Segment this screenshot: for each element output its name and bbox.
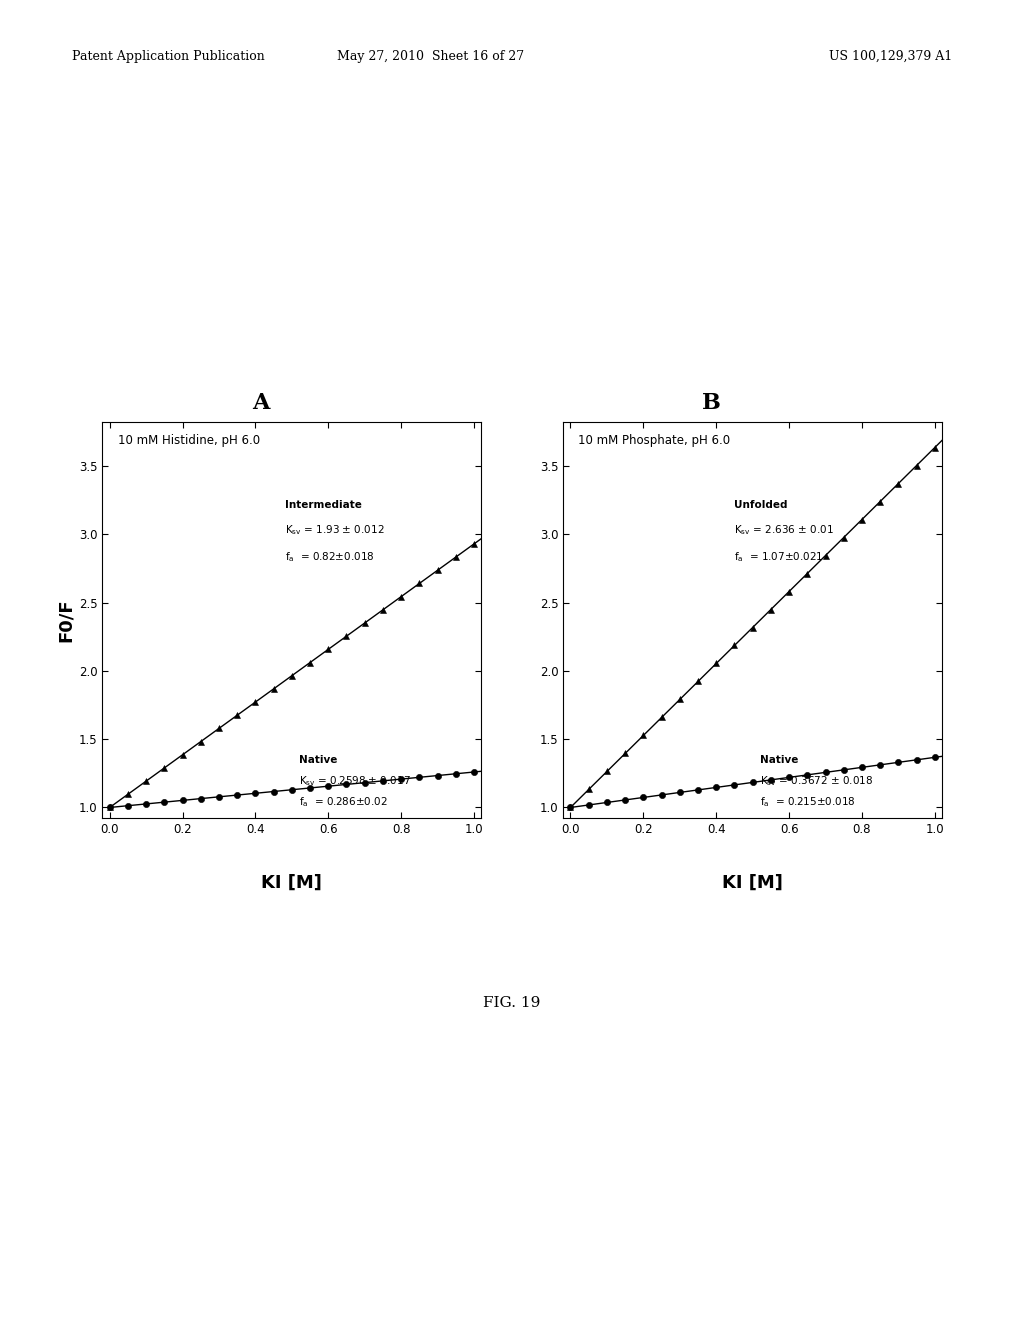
Text: KI [M]: KI [M]	[722, 874, 783, 892]
Text: f$_{\sf a}$  = 0.286±0.02: f$_{\sf a}$ = 0.286±0.02	[299, 795, 388, 809]
Text: A: A	[253, 392, 269, 413]
Text: Intermediate: Intermediate	[285, 500, 361, 510]
Text: K$_{\sf sv}$ = 1.93 ± 0.012: K$_{\sf sv}$ = 1.93 ± 0.012	[285, 523, 384, 537]
Text: f$_{\sf a}$  = 1.07±0.021: f$_{\sf a}$ = 1.07±0.021	[734, 550, 824, 565]
Text: f$_{\sf a}$  = 0.82±0.018: f$_{\sf a}$ = 0.82±0.018	[285, 550, 374, 565]
Text: May 27, 2010  Sheet 16 of 27: May 27, 2010 Sheet 16 of 27	[337, 50, 523, 63]
Text: 10 mM Phosphate, pH 6.0: 10 mM Phosphate, pH 6.0	[579, 434, 730, 447]
Text: US 100,129,379 A1: US 100,129,379 A1	[829, 50, 952, 63]
Text: K$_{\sf sv}$ = 2.636 ± 0.01: K$_{\sf sv}$ = 2.636 ± 0.01	[734, 523, 835, 537]
Text: Patent Application Publication: Patent Application Publication	[72, 50, 264, 63]
Text: K$_{\sf sv}$ = 0.3672 ± 0.018: K$_{\sf sv}$ = 0.3672 ± 0.018	[760, 775, 873, 788]
Text: Native: Native	[299, 755, 338, 766]
Text: K$_{\sf sv}$ = 0.2598 ± 0.017: K$_{\sf sv}$ = 0.2598 ± 0.017	[299, 775, 411, 788]
Text: B: B	[702, 392, 721, 413]
Text: 10 mM Histidine, pH 6.0: 10 mM Histidine, pH 6.0	[118, 434, 260, 447]
Text: Unfolded: Unfolded	[734, 500, 787, 510]
Text: Native: Native	[760, 755, 799, 766]
Y-axis label: F0/F: F0/F	[56, 598, 75, 643]
Text: FIG. 19: FIG. 19	[483, 997, 541, 1010]
Text: f$_{\sf a}$  = 0.215±0.018: f$_{\sf a}$ = 0.215±0.018	[760, 795, 856, 809]
Text: KI [M]: KI [M]	[261, 874, 323, 892]
